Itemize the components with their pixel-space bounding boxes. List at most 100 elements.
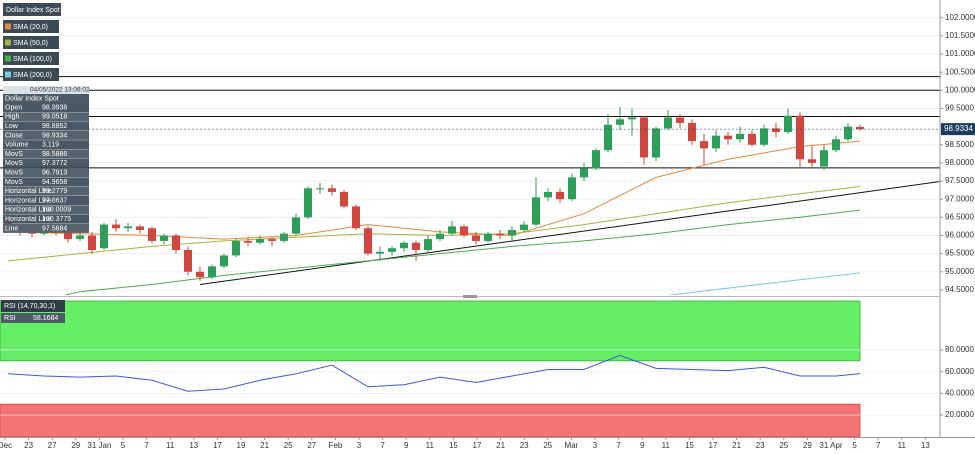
info-value: 94.9658: [42, 179, 67, 186]
panel-handle[interactable]: [463, 295, 477, 298]
oversold-zone: [0, 403, 861, 437]
x-tick-label: 29: [803, 441, 812, 450]
last-price-label: 98.9334: [944, 124, 973, 133]
instrument-box[interactable]: [3, 3, 61, 16]
info-row: [3, 149, 89, 159]
candle-body: [748, 133, 756, 145]
candle-body: [424, 239, 432, 250]
candle-body: [760, 128, 768, 145]
info-row: [3, 214, 89, 224]
y-tick-label: 101.0000: [945, 49, 975, 58]
candle-body: [388, 248, 396, 252]
candle-body: [832, 139, 840, 151]
candle-body: [172, 235, 180, 250]
rsi-label: RSI: [4, 315, 16, 322]
axes: 102.0000 101.5000 101.0000 100.5000 100.0000…: [0, 13, 975, 450]
x-tick-label: 9: [640, 441, 645, 450]
rsi-value: 58.1684: [33, 315, 58, 322]
candle-body: [304, 188, 312, 218]
x-tick-label: 9: [404, 441, 409, 450]
info-value: 98.5886: [42, 151, 67, 158]
x-tick-label: 11: [166, 441, 175, 450]
info-value: 97.8637: [42, 197, 67, 204]
info-label: Horizontal Line: [5, 188, 52, 195]
x-tick-label: 7: [144, 441, 149, 450]
x-tick-label: 11: [662, 441, 671, 450]
candle-body: [700, 141, 708, 149]
y-tick-label: 96.5000: [945, 212, 974, 221]
candle-body: [4, 219, 12, 229]
rsi-title-box[interactable]: [1, 300, 65, 312]
info-row: [3, 140, 89, 150]
y-tick-label: 98.5000: [945, 140, 974, 149]
legend-box[interactable]: [3, 52, 59, 65]
candle-body: [604, 124, 612, 151]
x-tick-label: 17: [709, 441, 718, 450]
info-value: 98.8852: [42, 123, 67, 130]
info-row: [3, 103, 89, 112]
legend-box[interactable]: [3, 36, 59, 49]
candle-body: [316, 188, 324, 190]
x-tick-label: 23: [756, 441, 765, 450]
x-tick-label: 17: [213, 441, 222, 450]
candle-body: [340, 191, 348, 207]
x-tick-label: Dec: [0, 441, 12, 450]
candle-body: [196, 271, 204, 278]
candle-body: [688, 122, 696, 142]
info-value: 98.9334: [42, 132, 67, 139]
info-row: [3, 205, 89, 215]
x-tick-label: Mar: [565, 441, 579, 450]
x-tick-label: 31 Apr: [819, 441, 842, 450]
y-tick-label: 80.0000: [945, 345, 974, 354]
candle-body: [808, 159, 816, 163]
legend-box[interactable]: [3, 20, 59, 33]
candle-body: [112, 224, 120, 229]
candle-body: [532, 197, 540, 225]
info-label: Low: [5, 123, 19, 130]
candle-body: [724, 135, 732, 140]
y-tick-label: 101.5000: [945, 31, 975, 40]
x-tick-label: 31 Jan: [87, 441, 111, 450]
x-tick-label: 29: [71, 441, 80, 450]
candle-body: [208, 266, 216, 278]
x-tick-label: 3: [357, 441, 362, 450]
candle-body: [412, 242, 420, 250]
legend-swatch: [5, 55, 11, 62]
info-label: Open: [5, 104, 22, 111]
rsi-line: [7, 354, 861, 392]
candle-body: [784, 115, 792, 133]
y-tick-label: 40.0000: [945, 388, 974, 397]
box-title: Dollar Index Spot: [5, 95, 59, 102]
x-tick-label: 7: [616, 441, 621, 450]
candle-body: [280, 233, 288, 241]
candle-body: [256, 239, 264, 243]
candle-body: [484, 233, 492, 241]
candle-body: [508, 230, 516, 236]
x-tick-label: 17: [473, 441, 482, 450]
candle-body: [328, 188, 336, 192]
candle-body: [772, 128, 780, 133]
info-label: MovS: [5, 160, 23, 167]
trendline: [199, 181, 940, 285]
legend-box[interactable]: [3, 68, 59, 81]
info-row: [3, 130, 89, 140]
y-tick-label: 100.5000: [945, 67, 975, 76]
candle-body: [664, 117, 672, 129]
x-tick-label: 25: [779, 441, 788, 450]
legend-label: SMA (20,0): [13, 24, 48, 31]
rsi-title: RSI (14,70,30,1): [4, 303, 55, 310]
info-row: [3, 112, 89, 122]
info-value: 99.2779: [42, 188, 67, 195]
candle-body: [136, 226, 144, 231]
y-tick-label: 97.0000: [945, 194, 974, 203]
candle-body: [448, 226, 456, 234]
candle-body: [676, 117, 684, 123]
x-tick-label: 23: [24, 441, 33, 450]
x-tick-label: 13: [189, 441, 198, 450]
y-tick-label: 99.5000: [945, 104, 974, 113]
x-tick-label: 23: [520, 441, 529, 450]
info-row: [3, 223, 89, 233]
candle-body: [400, 242, 408, 249]
candle-body: [76, 235, 84, 240]
